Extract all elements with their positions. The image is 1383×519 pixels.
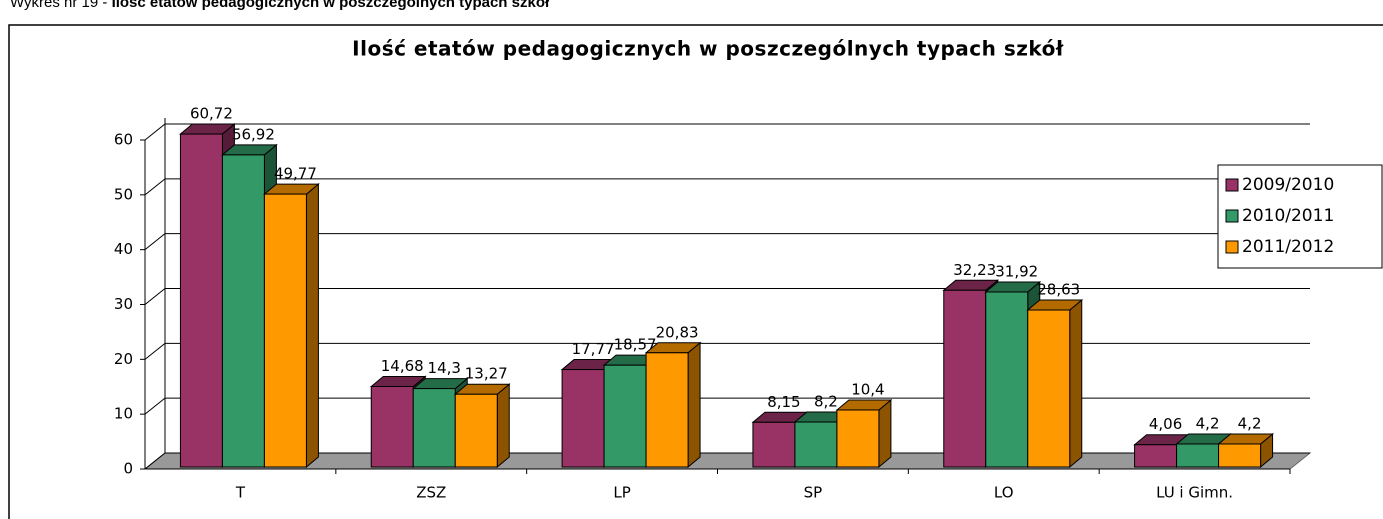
bar-front [412,388,456,468]
legend-label: 2010/2011 [1242,206,1334,226]
legend-swatch [1225,209,1239,223]
data-label: 32,23 [953,261,996,279]
chart-title: Ilość etatów pedagogicznych w poszczegól… [352,37,1064,61]
y-tick-label: 10 [114,405,133,423]
data-label: 8,2 [814,393,838,411]
x-tick-label: LO [994,484,1014,502]
bar-front [454,393,498,468]
caption-title: Ilość etatów pedagogicznych w poszczegól… [112,0,550,11]
bar-front [943,289,987,468]
x-tick-label: LU i Gimn. [1156,484,1233,502]
data-label: 13,27 [465,365,508,383]
grid-diagonal [144,342,166,360]
data-label: 10,4 [851,380,884,398]
bar-front [263,193,307,468]
bar [263,183,320,469]
bar [1026,298,1084,469]
data-label: 49,77 [274,165,317,183]
caption-prefix: Wykres nr 19 - [10,0,112,11]
data-label: 56,92 [232,125,275,143]
caption: Wykres nr 19 - Ilość etatów pedagogiczny… [10,0,550,11]
bar-front [221,154,265,468]
x-tick-label: SP [804,484,823,502]
x-tick-label: LP [613,484,630,502]
data-label: 18,57 [614,336,657,354]
data-label: 31,92 [995,262,1038,280]
bar-front [1027,309,1071,468]
grid-diagonal [144,233,166,251]
legend-swatch [1225,240,1239,254]
legend-swatch [1225,178,1239,192]
bar-side [305,183,319,469]
bar-front [179,133,223,468]
data-label: 4,2 [1238,414,1262,432]
bar-front [985,291,1029,468]
bar-side [687,341,701,469]
grid-diagonal [144,397,166,415]
bar-front [561,369,605,468]
y-tick-label: 0 [123,460,133,478]
grid-diagonal [144,123,166,141]
x-tick-label: ZSZ [416,484,446,502]
grid-diagonal [144,178,166,196]
bar-side [1069,298,1083,469]
bar [835,398,893,469]
y-tick-label: 20 [114,350,133,368]
grid-diagonal [144,452,166,470]
y-tick-label: 30 [114,295,133,313]
bar-front [603,364,647,468]
bar-front [1218,443,1262,468]
data-label: 28,63 [1037,281,1080,299]
legend-box [1217,164,1383,269]
data-label: 14,3 [428,359,461,377]
data-label: 14,68 [381,357,424,375]
data-label: 4,2 [1196,414,1220,432]
y-tick-label: 50 [114,185,133,203]
bar-side [878,398,892,469]
y-tick-label: 60 [114,131,133,149]
bar-front [645,352,689,468]
data-label: 60,72 [190,105,233,123]
data-label: 4,06 [1149,415,1182,433]
bar-front [370,386,414,468]
bar-front [1176,443,1220,468]
data-label: 8,15 [767,393,800,411]
bar-front [752,421,796,468]
y-tick-label: 40 [114,240,133,258]
x-tick-label: T [235,484,246,502]
grid-diagonal [144,288,166,305]
bar-front [794,421,838,468]
legend-label: 2009/2010 [1242,175,1334,195]
bar [1217,432,1274,469]
bar [644,341,702,469]
data-label: 17,77 [572,340,615,358]
frame [8,24,1383,519]
bar-front [1134,444,1178,468]
bar [453,383,511,469]
legend-label: 2011/2012 [1242,237,1334,257]
bar-side [496,383,510,469]
bar-front [836,409,880,468]
data-label: 20,83 [656,323,699,341]
